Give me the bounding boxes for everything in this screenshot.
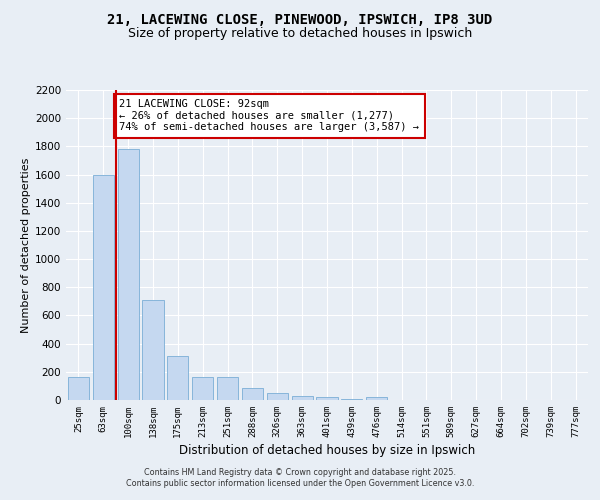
- Bar: [167, 356, 188, 400]
- Bar: [316, 398, 338, 400]
- Text: 21, LACEWING CLOSE, PINEWOOD, IPSWICH, IP8 3UD: 21, LACEWING CLOSE, PINEWOOD, IPSWICH, I…: [107, 12, 493, 26]
- Y-axis label: Number of detached properties: Number of detached properties: [21, 158, 31, 332]
- Bar: [68, 377, 89, 400]
- Bar: [142, 300, 164, 400]
- Bar: [192, 378, 213, 400]
- Bar: [118, 149, 139, 400]
- Bar: [217, 378, 238, 400]
- Bar: [93, 174, 114, 400]
- Text: 21 LACEWING CLOSE: 92sqm
← 26% of detached houses are smaller (1,277)
74% of sem: 21 LACEWING CLOSE: 92sqm ← 26% of detach…: [119, 99, 419, 132]
- Bar: [242, 388, 263, 400]
- Text: Size of property relative to detached houses in Ipswich: Size of property relative to detached ho…: [128, 28, 472, 40]
- Bar: [267, 393, 288, 400]
- Text: Contains HM Land Registry data © Crown copyright and database right 2025.
Contai: Contains HM Land Registry data © Crown c…: [126, 468, 474, 487]
- Bar: [366, 397, 387, 400]
- Bar: [292, 396, 313, 400]
- X-axis label: Distribution of detached houses by size in Ipswich: Distribution of detached houses by size …: [179, 444, 475, 457]
